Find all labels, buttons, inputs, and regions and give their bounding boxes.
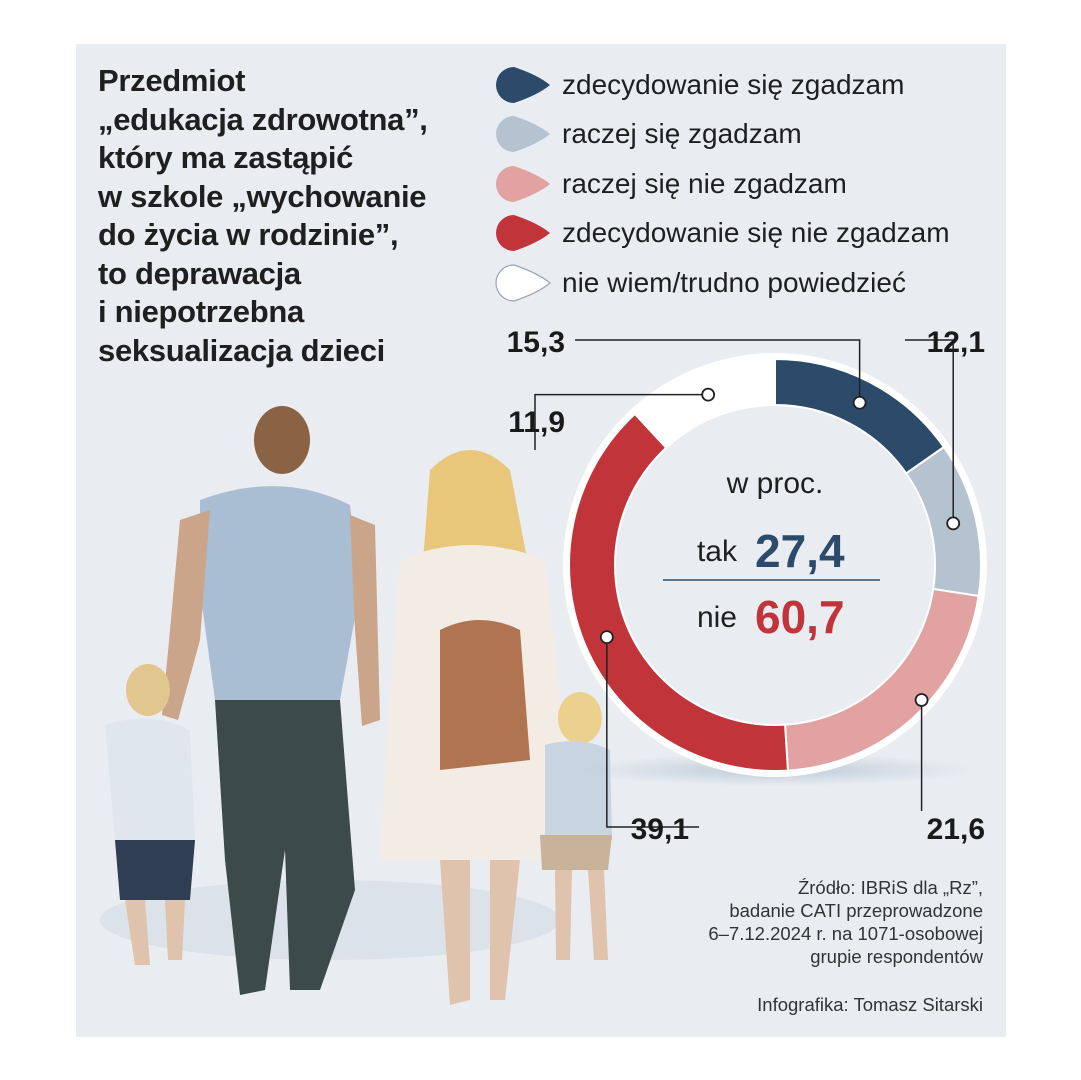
leader-dot	[701, 387, 716, 402]
legend-swatch	[496, 165, 550, 202]
leader-dot	[914, 693, 929, 707]
summary-value: 27,4	[755, 525, 845, 577]
title-line: do życia w rodzinie”,	[98, 217, 399, 252]
value-label: 39,1	[631, 813, 689, 846]
unit-label: w proc.	[726, 467, 824, 500]
source-note: Źródło: IBRiS dla „Rz”, badanie CATI prz…	[708, 876, 983, 968]
legend-swatch	[496, 66, 550, 103]
credit-line: Infografika: Tomasz Sitarski	[757, 994, 983, 1015]
leader-line	[534, 393, 709, 450]
leader-line	[575, 339, 861, 403]
title-line: „edukacja zdrowotna”,	[98, 101, 428, 137]
leader-dot	[946, 516, 961, 531]
legend-label: raczej się zgadzam	[562, 118, 802, 150]
legend-label: nie wiem/trudno powiedzieć	[562, 266, 906, 298]
legend-swatch	[496, 215, 550, 252]
title-line: Przedmiot	[98, 63, 246, 98]
source-line: grupie respondentów	[810, 946, 983, 967]
leader-line	[606, 637, 699, 828]
source-line: Źródło: IBRiS dla „Rz”,	[797, 877, 983, 898]
title-line: i niepotrzebna	[98, 294, 304, 329]
donut-slice	[568, 412, 789, 772]
title-line: w szkole „wychowanie	[98, 178, 427, 214]
source-line: badanie CATI przeprowadzone	[729, 900, 983, 921]
value-label: 21,6	[927, 813, 985, 846]
leader-dot	[852, 395, 867, 410]
value-label: 15,3	[507, 326, 565, 359]
leader-dot	[599, 630, 614, 645]
legend: zdecydowanie się zgadzam raczej się zgadz…	[494, 60, 950, 308]
chart-title: Przedmiot „edukacja zdrowotna”, który ma…	[98, 62, 488, 370]
legend-swatch	[496, 116, 550, 153]
legend-swatch	[495, 264, 551, 302]
leader-line	[905, 339, 954, 524]
title-line: który ma zastąpić	[98, 140, 354, 175]
value-label: 12,1	[927, 326, 985, 359]
donut-slice	[633, 357, 776, 450]
legend-item: nie wiem/trudno powiedzieć	[494, 258, 950, 308]
mother-figure	[380, 450, 580, 1005]
legend-label: raczej się nie zgadzam	[562, 167, 847, 199]
legend-item: zdecydowanie się nie zgadzam	[494, 209, 950, 259]
source-line: 6–7.12.2024 r. na 1071-osobowej	[708, 923, 983, 944]
donut-hole	[616, 406, 934, 724]
legend-item: raczej się nie zgadzam	[494, 159, 950, 209]
legend-label: zdecydowanie się zgadzam	[562, 68, 905, 100]
legend-item: raczej się zgadzam	[494, 110, 950, 160]
value-label: 11,9	[508, 406, 565, 439]
title-line: seksualizacja dzieci	[98, 332, 385, 368]
legend-item: zdecydowanie się zgadzam	[494, 60, 950, 110]
boy-figure	[105, 664, 195, 965]
summary-label: nie	[697, 601, 737, 634]
summary-label: tak	[697, 535, 738, 568]
title-line: to deprawacja	[98, 255, 301, 291]
father-figure	[162, 406, 380, 995]
summary-value: 60,7	[755, 591, 845, 643]
legend-label: zdecydowanie się nie zgadzam	[562, 217, 950, 249]
